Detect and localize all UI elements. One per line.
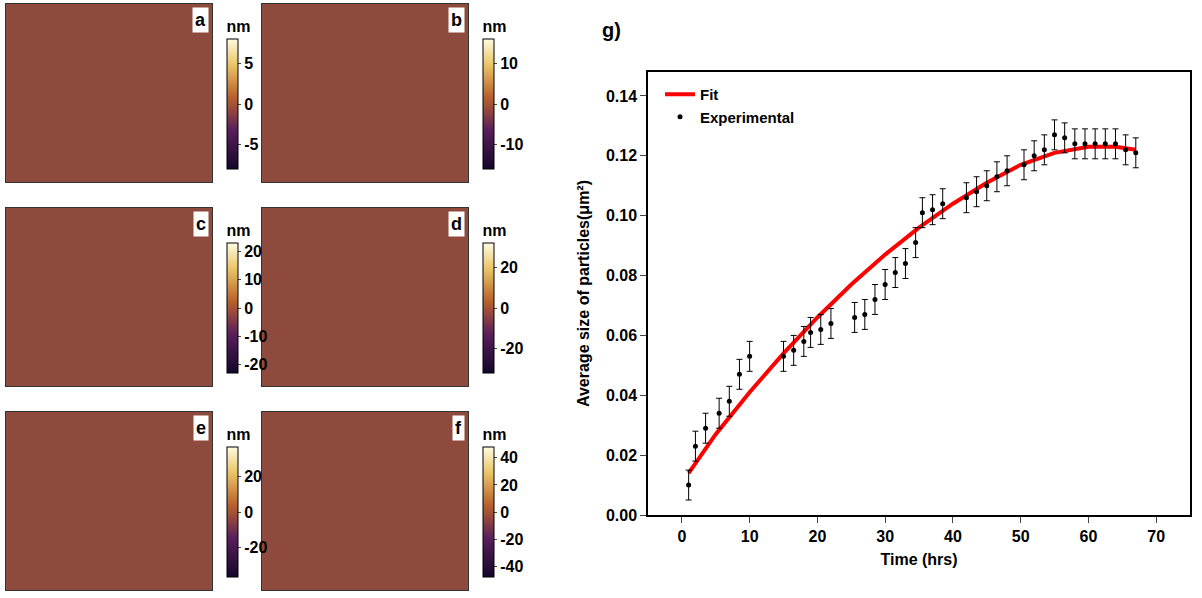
svg-text:-40: -40 [500,558,523,575]
svg-text:0: 0 [500,504,509,521]
svg-text:-5: -5 [244,136,258,153]
svg-text:10: 10 [244,271,262,288]
svg-text:40: 40 [500,449,518,466]
svg-text:0.02: 0.02 [606,447,637,464]
svg-text:-10: -10 [244,328,267,345]
svg-text:-20: -20 [244,539,267,556]
svg-text:0.00: 0.00 [606,507,637,524]
svg-text:-10: -10 [500,136,523,153]
svg-text:0.14: 0.14 [606,88,637,105]
svg-text:10: 10 [500,55,518,72]
svg-text:b: b [451,10,462,30]
svg-text:0: 0 [677,528,686,545]
svg-text:0.04: 0.04 [606,387,637,404]
svg-text:0.12: 0.12 [606,147,637,164]
svg-text:nm: nm [227,18,251,35]
svg-text:70: 70 [1147,528,1165,545]
svg-text:-20: -20 [500,531,523,548]
svg-text:20: 20 [500,259,518,276]
svg-text:c: c [196,214,206,234]
svg-text:-20: -20 [500,340,523,357]
svg-text:f: f [455,418,462,438]
svg-text:Time (hrs): Time (hrs) [880,551,957,568]
svg-text:20: 20 [808,528,826,545]
svg-text:nm: nm [483,222,507,239]
svg-text:0.08: 0.08 [606,267,637,284]
svg-text:30: 30 [876,528,894,545]
svg-text:Average size of particles(μm²): Average size of particles(μm²) [575,180,592,407]
svg-text:60: 60 [1079,528,1097,545]
svg-text:nm: nm [483,426,507,443]
svg-text:e: e [196,418,206,438]
svg-text:g): g) [602,19,621,41]
svg-text:Fit: Fit [700,86,718,103]
svg-text:nm: nm [227,426,251,443]
svg-text:0.06: 0.06 [606,327,637,344]
svg-text:10: 10 [741,528,759,545]
svg-text:0: 0 [500,300,509,317]
svg-text:d: d [451,214,462,234]
svg-text:nm: nm [483,18,507,35]
svg-text:-20: -20 [244,356,267,373]
svg-text:40: 40 [944,528,962,545]
svg-text:Experimental: Experimental [700,109,794,126]
svg-text:0: 0 [500,96,509,113]
svg-text:a: a [195,10,206,30]
svg-text:5: 5 [244,55,253,72]
svg-text:20: 20 [500,477,518,494]
svg-text:50: 50 [1012,528,1030,545]
svg-text:0: 0 [244,504,253,521]
svg-text:nm: nm [227,222,251,239]
svg-text:0: 0 [244,96,253,113]
svg-text:20: 20 [244,468,262,485]
svg-text:0: 0 [244,300,253,317]
svg-text:20: 20 [244,243,262,260]
svg-text:0.10: 0.10 [606,207,637,224]
